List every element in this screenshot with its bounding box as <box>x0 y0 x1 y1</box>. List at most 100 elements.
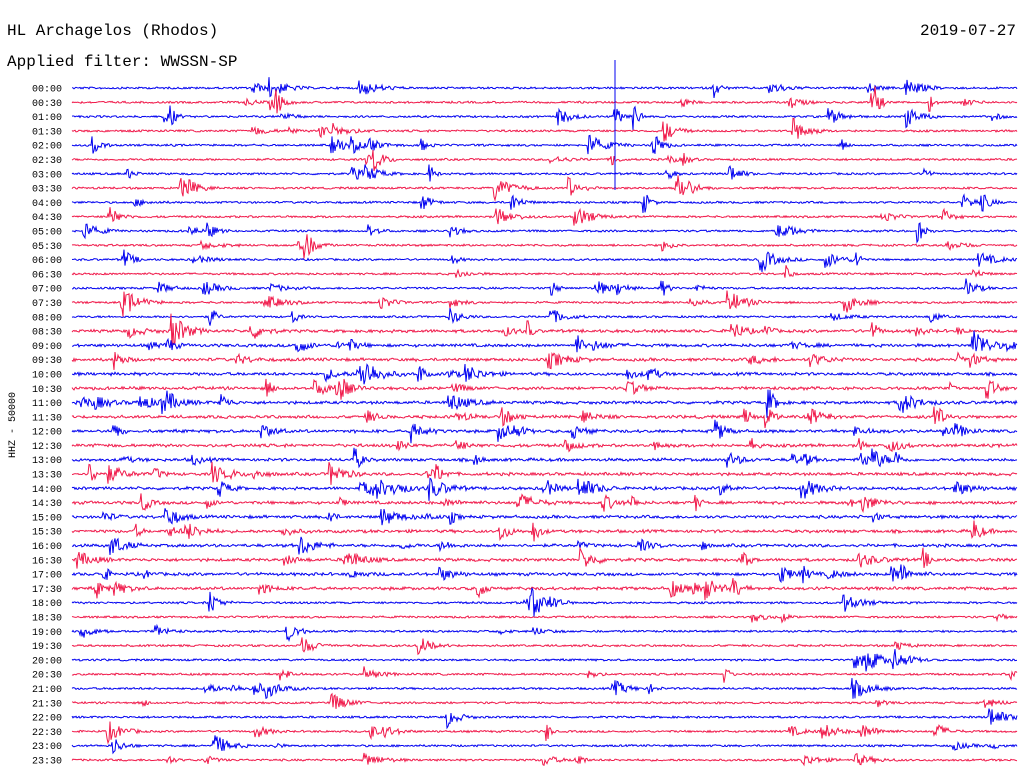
row-label: 05:30 <box>32 242 62 253</box>
row-label: 07:00 <box>32 285 62 296</box>
trace <box>71 438 1018 453</box>
trace <box>71 708 1018 730</box>
row-label: 09:00 <box>32 342 62 353</box>
trace <box>71 77 1018 98</box>
row-label: 04:30 <box>32 213 62 224</box>
trace <box>71 461 1018 485</box>
trace <box>71 389 1018 418</box>
trace <box>71 351 1018 370</box>
trace <box>71 721 1018 745</box>
row-label: 01:30 <box>32 127 62 138</box>
trace <box>71 307 1018 326</box>
trace <box>71 363 1018 385</box>
trace <box>71 508 1018 526</box>
trace <box>71 536 1018 555</box>
row-label: 04:00 <box>32 199 62 210</box>
row-label: 15:30 <box>32 528 62 539</box>
station-title: HL Archagelos (Rhodos) <box>7 22 218 40</box>
trace <box>71 164 1018 182</box>
row-label: 10:00 <box>32 370 62 381</box>
row-label: 22:00 <box>32 714 62 725</box>
trace <box>71 666 1018 683</box>
row-label: 05:00 <box>32 227 62 238</box>
row-label: 17:30 <box>32 585 62 596</box>
row-label: 01:00 <box>32 113 62 124</box>
row-label: 22:30 <box>32 728 62 739</box>
date: 2019-07-27 <box>920 22 1016 40</box>
row-label: 21:30 <box>32 699 62 710</box>
channel-label: HHZ - 50000 <box>8 392 19 458</box>
trace <box>71 313 1018 349</box>
row-label: 20:30 <box>32 671 62 682</box>
trace <box>71 175 1018 202</box>
trace <box>71 193 1018 213</box>
trace <box>71 649 1017 672</box>
trace <box>71 578 1018 601</box>
row-label: 13:30 <box>32 471 62 482</box>
trace <box>71 265 1018 278</box>
trace <box>71 134 1018 155</box>
trace <box>71 330 1018 353</box>
trace <box>71 637 1018 656</box>
row-label: 09:30 <box>32 356 62 367</box>
trace <box>71 86 1018 114</box>
row-label: 00:30 <box>32 99 62 110</box>
row-label: 12:00 <box>32 428 62 439</box>
row-label: 18:00 <box>32 599 62 610</box>
trace <box>71 207 1018 226</box>
row-label: 23:30 <box>32 757 62 768</box>
row-label: 15:00 <box>32 513 62 524</box>
trace <box>71 752 1018 767</box>
row-label: 08:30 <box>32 328 62 339</box>
trace <box>71 117 1018 142</box>
row-label: 18:30 <box>32 614 62 625</box>
row-label: 08:00 <box>32 313 62 324</box>
trace <box>71 249 1018 272</box>
trace <box>71 105 1018 130</box>
filter-label: Applied filter: WWSSN-SP <box>7 53 237 71</box>
row-label: 11:00 <box>32 399 62 410</box>
row-label: 00:00 <box>32 85 62 96</box>
trace <box>71 613 1018 624</box>
row-label: 07:30 <box>32 299 62 310</box>
trace <box>71 587 1018 617</box>
row-label: 12:30 <box>32 442 62 453</box>
trace <box>71 477 1018 501</box>
traces <box>71 60 1018 767</box>
trace <box>71 623 1018 643</box>
row-label: 03:30 <box>32 185 62 196</box>
trace <box>71 419 1018 444</box>
trace <box>71 692 1018 709</box>
row-label: 19:00 <box>32 628 62 639</box>
trace <box>71 447 1018 469</box>
row-label: 03:00 <box>32 170 62 181</box>
row-label: 06:00 <box>32 256 62 267</box>
row-label: 14:30 <box>32 499 62 510</box>
row-label: 11:30 <box>32 413 62 424</box>
row-label: 20:00 <box>32 656 62 667</box>
row-label: 23:00 <box>32 742 62 753</box>
trace <box>71 222 1018 244</box>
trace <box>71 406 1018 429</box>
row-label: 10:30 <box>32 385 62 396</box>
trace <box>71 378 1018 400</box>
row-label: 17:00 <box>32 571 62 582</box>
trace <box>71 278 1018 296</box>
trace <box>71 564 1018 584</box>
row-label: 19:30 <box>32 642 62 653</box>
row-label: 02:30 <box>32 156 62 167</box>
row-label: 16:00 <box>32 542 62 553</box>
trace <box>71 735 1018 755</box>
trace <box>71 520 1018 542</box>
trace <box>71 290 1018 317</box>
trace <box>71 493 1018 514</box>
row-label: 21:00 <box>32 685 62 696</box>
row-label: 14:00 <box>32 485 62 496</box>
row-label: 16:30 <box>32 556 62 567</box>
row-label: 06:30 <box>32 270 62 281</box>
row-label: 02:00 <box>32 142 62 153</box>
trace <box>71 678 1018 700</box>
trace <box>71 546 1017 569</box>
row-label: 13:00 <box>32 456 62 467</box>
